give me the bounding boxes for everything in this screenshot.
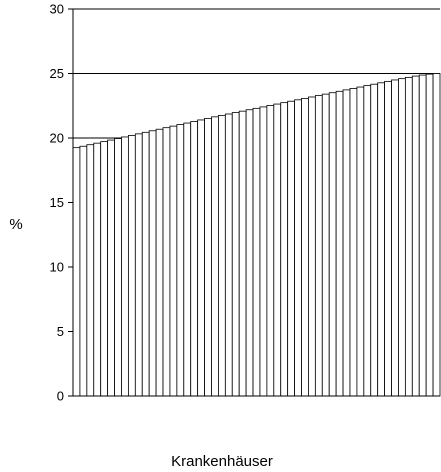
bar-42	[363, 85, 372, 397]
bar-11	[148, 130, 157, 397]
bar-28	[266, 105, 275, 397]
y-tick-label-6: 30	[50, 2, 64, 17]
bar-2	[86, 144, 95, 397]
bar-25	[245, 109, 254, 397]
y-ticks: 0 5 10 15 20 25 30	[50, 2, 73, 404]
bar-1	[79, 145, 88, 397]
y-axis-label: %	[9, 216, 22, 233]
bar-48	[404, 76, 413, 397]
bar-30	[280, 102, 289, 397]
bar-24	[238, 110, 247, 397]
y-tick-label-4: 20	[50, 131, 64, 146]
bar-52	[432, 73, 441, 397]
bar-13	[162, 127, 171, 397]
bar-27	[259, 106, 268, 397]
bar-15	[176, 124, 185, 397]
y-tick-label-3: 15	[50, 195, 64, 210]
bar-12	[155, 128, 164, 397]
y-tick-label-2: 10	[50, 260, 64, 275]
bar-36	[321, 93, 330, 397]
bar-23	[231, 112, 240, 397]
y-tick-label-5: 25	[50, 66, 64, 81]
bar-17	[190, 121, 199, 397]
bar-8	[127, 135, 136, 397]
bar-38	[335, 90, 344, 397]
bar-3	[93, 142, 102, 397]
bar-40	[349, 88, 358, 397]
bar-31	[287, 100, 295, 397]
bar-7	[121, 136, 129, 397]
bar-21	[218, 115, 226, 397]
bar-39	[342, 89, 351, 397]
bar-29	[273, 103, 282, 397]
bar-16	[183, 122, 192, 397]
bar-4	[100, 141, 109, 397]
bar-10	[141, 131, 150, 397]
bar-14	[169, 125, 178, 397]
bars	[72, 73, 441, 397]
bar-33	[301, 98, 309, 397]
bar-45	[384, 80, 392, 397]
bar-6	[114, 138, 122, 397]
bar-19	[204, 117, 212, 397]
bar-37	[328, 92, 337, 397]
bar-32	[294, 99, 302, 397]
bar-51	[425, 73, 434, 397]
bar-49	[411, 75, 420, 397]
bar-26	[252, 107, 261, 397]
bar-44	[377, 82, 385, 397]
bar-35	[314, 95, 323, 397]
bar-0	[72, 147, 81, 397]
bar-41	[356, 86, 365, 397]
bar-20	[211, 116, 219, 397]
bar-43	[370, 83, 379, 397]
bar-50	[418, 74, 427, 397]
bar-46	[391, 79, 399, 397]
bar-5	[107, 139, 115, 397]
bar-9	[134, 133, 143, 397]
bar-18	[197, 119, 205, 397]
bar-47	[398, 78, 406, 397]
bar-34	[308, 96, 316, 397]
x-axis-label: Krankenhäuser	[171, 453, 273, 470]
y-tick-label-1: 5	[57, 324, 64, 339]
y-tick-label-0: 0	[57, 389, 64, 404]
bar-22	[224, 113, 233, 397]
